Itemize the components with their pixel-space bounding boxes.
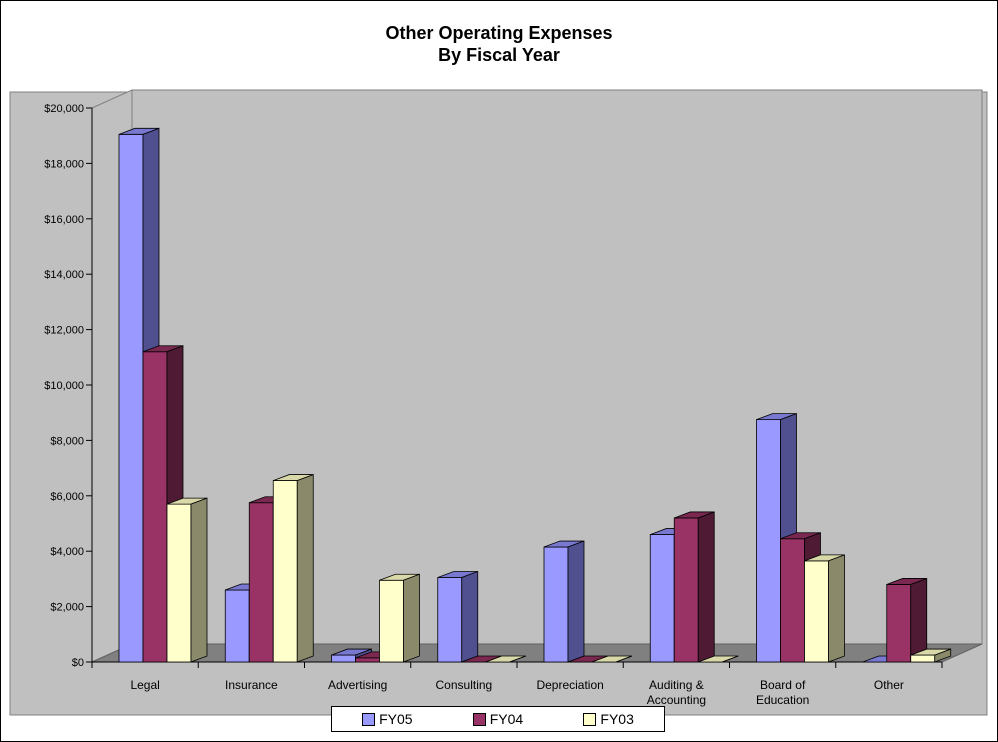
bar-side: [615, 655, 633, 663]
x-category-label: Other: [874, 678, 904, 692]
bar-front: [543, 546, 569, 663]
legend-swatch: [583, 712, 597, 726]
bar-side: [296, 473, 314, 663]
chart-title-line2: By Fiscal Year: [438, 45, 560, 65]
bar-side: [403, 573, 420, 663]
axis-labels: $0 $2,000 $4,000 $6,000 $8,000 $10,000 $12,000…: [44, 103, 904, 707]
legend-item-fy04: FY04: [472, 711, 524, 727]
bar-front: [780, 538, 805, 663]
x-category-label: Advertising: [328, 678, 387, 692]
bars: [118, 127, 952, 663]
legend-swatch: [472, 712, 486, 726]
y-tick-label: $8,000: [50, 435, 84, 447]
bar-side: [934, 648, 952, 663]
y-tick-label: $16,000: [44, 214, 84, 226]
x-category-label: Auditing &: [649, 678, 704, 692]
bar-fy03: [485, 655, 526, 663]
bar-front: [673, 517, 699, 663]
bar-front: [331, 654, 356, 663]
legend-item-fy05: FY05: [362, 711, 413, 727]
bar-fy03: [272, 473, 314, 663]
x-category-label: Legal: [130, 678, 159, 692]
chart-title: Other Operating Expenses By Fiscal Year: [0, 22, 998, 66]
bar-fy03: [591, 655, 633, 663]
x-category-label: Accounting: [647, 693, 706, 707]
legend-label: FY03: [600, 711, 634, 727]
bar-front: [272, 480, 298, 663]
legend-item-fy03: FY03: [583, 711, 634, 727]
bar-side: [190, 497, 208, 663]
bar-side: [910, 577, 928, 663]
bar-side: [722, 655, 739, 663]
bar-front: [379, 579, 404, 663]
y-tick-label: $10,000: [44, 380, 84, 392]
chart-title-line1: Other Operating Expenses: [385, 23, 613, 43]
bar-fy05: [118, 127, 160, 663]
bar-fy03: [804, 554, 845, 663]
bar-front: [142, 351, 168, 663]
legend-label: FY04: [489, 711, 524, 727]
bar-fy03: [166, 497, 208, 663]
bar-fy03: [698, 655, 739, 663]
bar-front: [118, 133, 144, 663]
y-tick-label: $4,000: [50, 546, 84, 558]
bar-front: [804, 560, 829, 663]
bar-side: [567, 540, 585, 663]
legend-swatch: [362, 712, 376, 726]
bar-front: [649, 534, 675, 663]
bar-fy03: [379, 573, 420, 663]
bar-side: [697, 511, 715, 663]
bar-fy03: [910, 648, 952, 663]
bar-front: [910, 654, 936, 663]
x-category-label: Insurance: [225, 678, 278, 692]
bar-side: [828, 554, 845, 663]
bar-front: [248, 502, 274, 663]
y-tick-label: $14,000: [44, 269, 84, 281]
bar-fy05: [543, 540, 585, 663]
bar-front: [224, 589, 250, 663]
x-category-label: Depreciation: [536, 678, 603, 692]
x-category-label: Education: [756, 693, 809, 707]
y-tick-label: $0: [72, 657, 84, 669]
y-tick-label: $18,000: [44, 158, 84, 170]
y-tick-label: $12,000: [44, 325, 84, 337]
bar-front: [886, 584, 912, 663]
x-category-label: Board of: [760, 678, 806, 692]
bar-fy04: [886, 577, 928, 663]
bar-front: [756, 419, 781, 663]
bar-fy04: [673, 511, 715, 663]
legend-label: FY05: [379, 711, 413, 727]
bar-front: [166, 503, 192, 663]
bar-side: [461, 570, 479, 663]
legend: FY05 FY04 FY03: [331, 706, 665, 732]
bar-front: [355, 657, 380, 663]
y-tick-label: $2,000: [50, 602, 84, 614]
x-category-label: Consulting: [436, 678, 493, 692]
bar-fy05: [437, 570, 479, 663]
y-tick-label: $20,000: [44, 103, 84, 115]
y-tick-label: $6,000: [50, 491, 84, 503]
bar-side: [509, 655, 526, 663]
bar-front: [437, 577, 463, 663]
